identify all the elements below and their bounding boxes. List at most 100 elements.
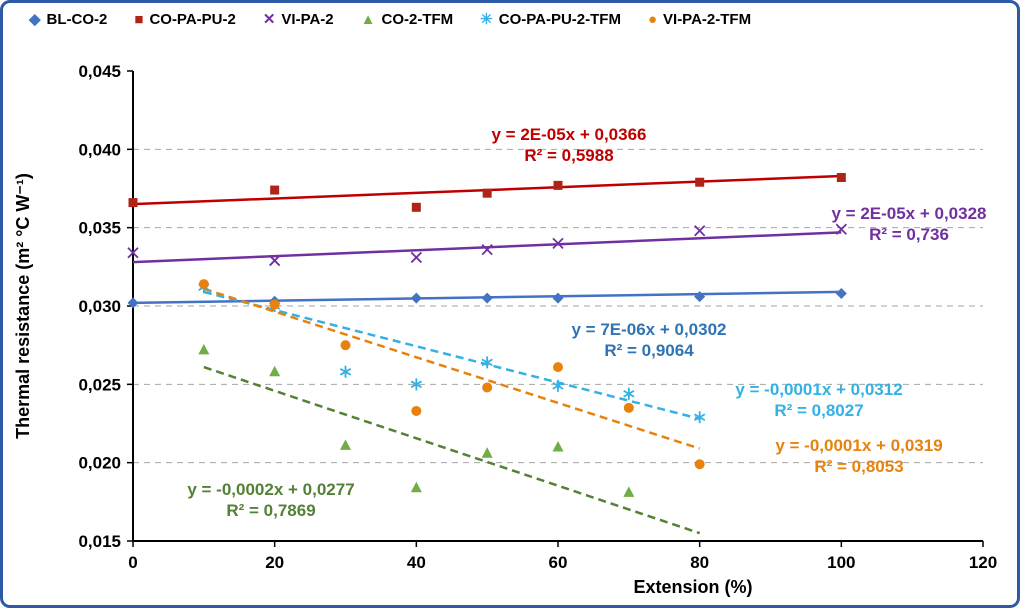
series-vi-pa-2-tfm	[198, 279, 705, 470]
legend-label: BL-CO-2	[46, 11, 108, 28]
marker-circle	[623, 402, 634, 413]
marker-x	[694, 225, 706, 237]
trendline-equation-vi-pa-2-tfm: y = -0,0001x + 0,0319	[775, 436, 942, 455]
trendline-r2-vi-pa-2-tfm: R² = 0,8053	[814, 457, 903, 476]
trendline-r2-co-pa-pu-2: R² = 0,5988	[524, 146, 613, 165]
marker-square	[128, 198, 138, 208]
trendline-r2-bl-co-2: R² = 0,9064	[604, 341, 694, 360]
x-tick-label: 80	[690, 553, 709, 572]
trendline-r2-vi-pa-2: R² = 0,736	[869, 225, 949, 244]
marker-triangle	[410, 481, 422, 493]
legend-item-vi-pa-2: ✕ VI-PA-2	[263, 11, 334, 28]
series-co-pa-pu-2	[128, 173, 846, 212]
legend-label: CO-PA-PU-2-TFM	[498, 11, 621, 28]
legend-label: CO-PA-PU-2	[149, 11, 236, 28]
x-tick-label: 40	[407, 553, 426, 572]
trendline-equation-co-pa-pu-2-tfm: y = -0,0001x + 0,0312	[735, 380, 902, 399]
marker-diamond	[481, 292, 493, 304]
series-vi-pa-2	[127, 223, 847, 267]
marker-asterisk	[339, 365, 352, 378]
marker-square	[411, 202, 421, 212]
y-tick-label: 0,015	[78, 532, 121, 551]
square-marker-icon: ■	[134, 11, 144, 28]
marker-diamond	[835, 287, 847, 299]
marker-diamond	[694, 291, 706, 303]
marker-asterisk	[623, 387, 635, 400]
legend-item-co-2-tfm: ▲ CO-2-TFM	[361, 11, 454, 28]
marker-circle	[340, 340, 351, 351]
marker-asterisk	[481, 356, 493, 369]
marker-diamond	[552, 292, 564, 304]
marker-triangle	[552, 441, 564, 452]
circle-marker-icon: ●	[647, 11, 658, 28]
y-tick-label: 0,040	[78, 140, 121, 159]
marker-square	[482, 188, 492, 198]
legend-label: VI-PA-2	[281, 11, 334, 28]
grid-layer	[133, 148, 983, 464]
trendline-equation-vi-pa-2: y = 2E-05x + 0,0328	[831, 204, 986, 223]
marker-circle	[482, 382, 493, 393]
x-tick-label: 60	[549, 553, 568, 572]
marker-circle	[411, 405, 422, 416]
marker-asterisk	[694, 411, 706, 424]
legend-item-bl-co-2: ◆ BL-CO-2	[29, 11, 107, 28]
trendline-equation-co-pa-pu-2: y = 2E-05x + 0,0366	[491, 125, 646, 144]
marker-asterisk	[410, 378, 422, 391]
x-tick-label: 100	[827, 553, 855, 572]
y-tick-label: 0,030	[78, 297, 121, 316]
trendline-vi-pa-2-tfm	[203, 287, 701, 450]
marker-x	[410, 251, 422, 264]
triangle-marker-icon: ▲	[360, 11, 376, 28]
x-tick-label: 0	[128, 553, 137, 572]
annotation-layer: y = 7E-06x + 0,0302 R² = 0,9064 y = 2E-05x…	[187, 125, 986, 520]
trendline-co-pa-pu-2-tfm	[203, 290, 700, 421]
trendline-r2-co-2-tfm: R² = 0,7869	[226, 501, 315, 520]
legend-item-vi-pa-2-tfm: ● VI-PA-2-TFM	[648, 11, 751, 28]
marker-triangle	[198, 343, 210, 355]
trendline-equation-co-2-tfm: y = -0,0002x + 0,0277	[187, 480, 354, 499]
marker-triangle	[340, 439, 351, 450]
marker-circle	[553, 362, 563, 373]
chart-legend: ◆ BL-CO-2 ■ CO-PA-PU-2 ✕ VI-PA-2 ▲ CO-2-TFM ✳ CO-…	[29, 11, 751, 28]
asterisk-marker-icon: ✳	[480, 11, 493, 28]
marker-diamond	[127, 297, 139, 309]
legend-label: VI-PA-2-TFM	[663, 11, 752, 28]
marker-diamond	[410, 292, 422, 304]
marker-square	[270, 185, 280, 195]
marker-triangle	[623, 486, 635, 497]
diamond-marker-icon: ◆	[29, 11, 41, 28]
x-tick-label: 120	[969, 553, 997, 572]
marker-square	[553, 180, 563, 190]
marker-triangle	[481, 447, 493, 458]
marker-square	[695, 177, 705, 187]
marker-x	[269, 254, 281, 267]
axis-layer: 0,015 0,020 0,025 0,030 0,035 0,040 0,045 0 20 40…	[78, 62, 997, 572]
trendline-r2-co-pa-pu-2-tfm: R² = 0,8027	[774, 401, 863, 420]
y-axis-title: Thermal resistance (m² °C W⁻¹)	[13, 173, 33, 439]
series-co-2-tfm	[198, 343, 635, 497]
marker-x	[835, 223, 847, 235]
marker-square	[836, 173, 846, 183]
y-tick-label: 0,020	[78, 454, 121, 473]
x-tick-label: 20	[265, 553, 284, 572]
marker-x	[552, 237, 564, 249]
legend-item-co-pa-pu-2: ■ CO-PA-PU-2	[134, 11, 235, 28]
series-layer	[127, 173, 847, 535]
trendline-equation-bl-co-2: y = 7E-06x + 0,0302	[571, 320, 726, 339]
chart-svg: 0,015 0,020 0,025 0,030 0,035 0,040 0,045 0 20 40…	[13, 62, 997, 597]
y-tick-label: 0,035	[78, 219, 121, 238]
y-tick-label: 0,045	[78, 62, 121, 81]
trendline-vi-pa-2	[132, 231, 842, 264]
trendline-co-2-tfm	[203, 365, 701, 535]
marker-circle	[269, 299, 280, 310]
x-axis-title: Extension (%)	[633, 577, 752, 597]
legend-label: CO-2-TFM	[381, 11, 454, 28]
marker-triangle	[269, 365, 281, 377]
marker-x	[481, 243, 493, 256]
x-marker-icon: ✕	[262, 11, 276, 28]
marker-asterisk	[552, 379, 564, 392]
marker-circle	[694, 459, 705, 470]
y-tick-label: 0,025	[78, 375, 121, 394]
marker-circle	[198, 279, 209, 290]
